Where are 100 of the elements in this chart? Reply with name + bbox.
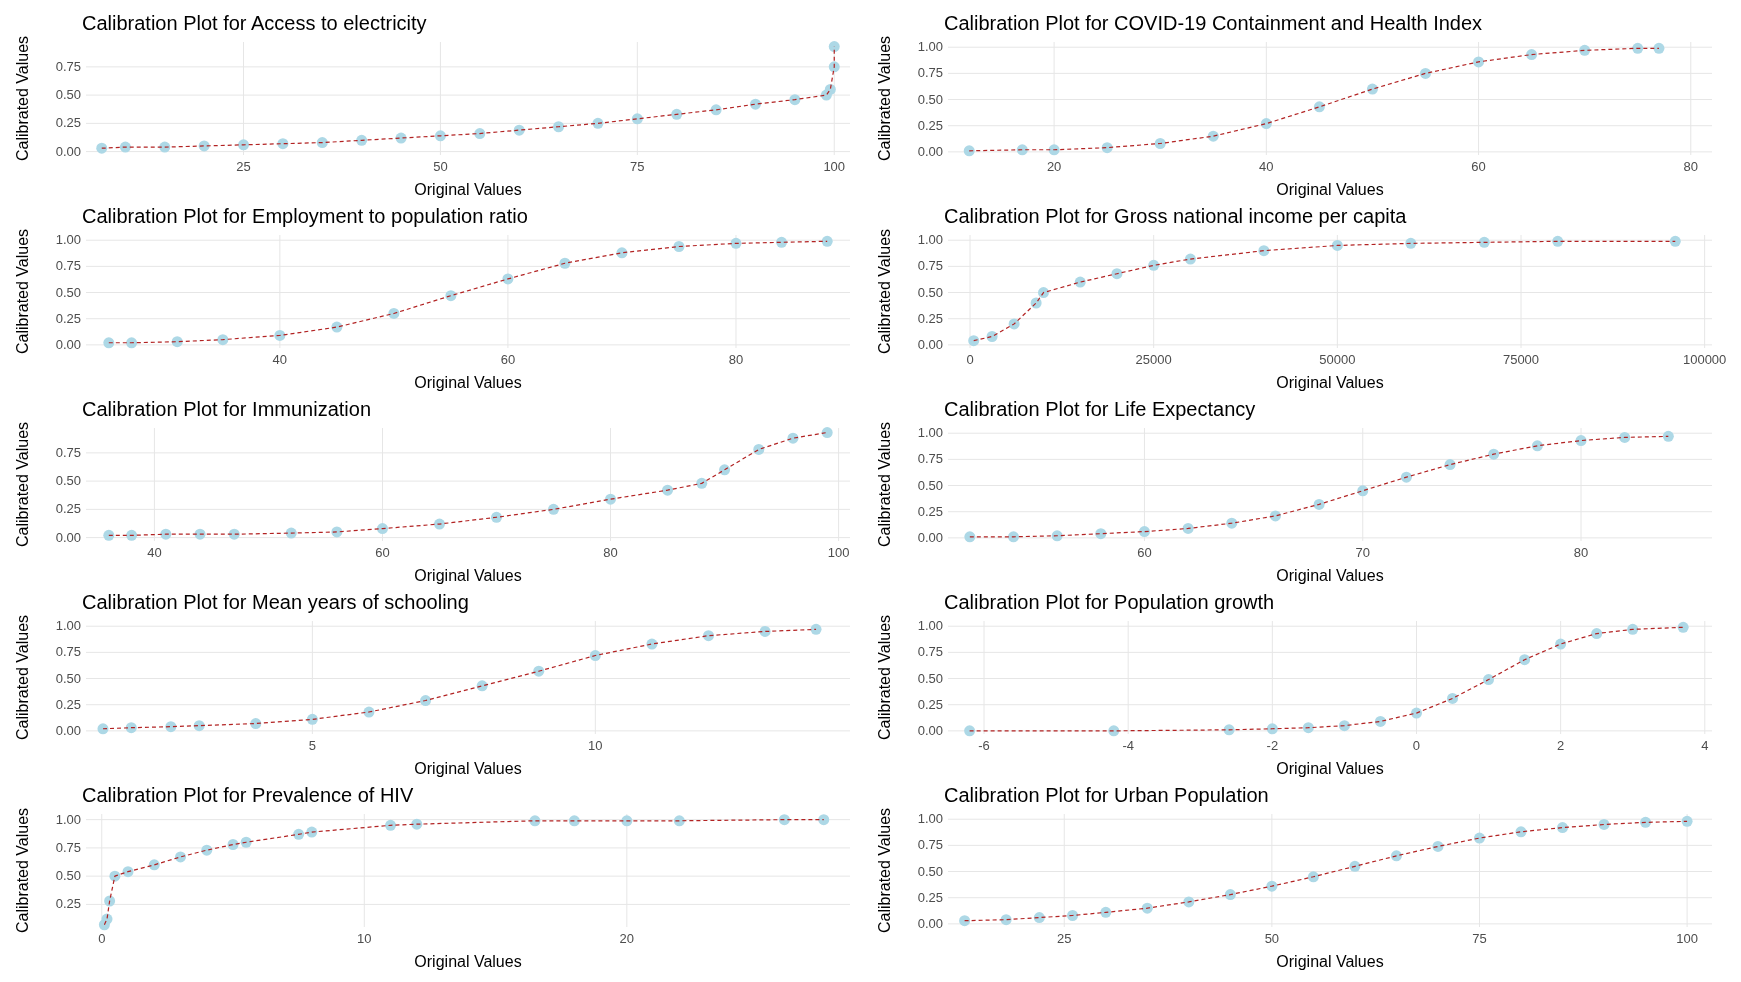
x-tick-label: -4: [1122, 738, 1134, 753]
y-tick-label: 0.75: [917, 644, 943, 660]
point: [1653, 42, 1665, 54]
point: [1483, 674, 1495, 686]
point: [1095, 528, 1107, 540]
y-axis-title: Calibrated Values: [876, 807, 893, 934]
y-tick-label: 0.00: [55, 143, 81, 159]
y-tick-label: 0.50: [55, 868, 81, 884]
x-tick-label: 10: [357, 931, 372, 946]
y-axis-title: Calibrated Values: [14, 421, 31, 548]
x-tick-label: 0: [98, 931, 106, 946]
x-tick-label: 75: [630, 159, 645, 174]
point: [1138, 526, 1150, 538]
point: [103, 529, 115, 541]
chart-title: Calibration Plot for Access to electricity: [82, 12, 427, 34]
y-axis-title: Calibrated Values: [14, 228, 31, 355]
x-tick-label: 100: [827, 545, 850, 560]
y-tick-label: 0.75: [917, 65, 943, 81]
point: [1307, 871, 1319, 883]
x-tick-label: 5: [308, 738, 316, 753]
point: [1154, 137, 1166, 149]
point: [821, 235, 833, 247]
point: [491, 511, 503, 523]
y-tick-label: 0.00: [917, 915, 943, 931]
point: [789, 94, 801, 106]
point: [1266, 723, 1278, 735]
x-tick-label: -2: [1266, 738, 1279, 753]
point: [968, 335, 980, 347]
point: [776, 236, 788, 248]
chart-title: Calibration Plot for Life Expectancy: [944, 398, 1256, 420]
x-axis-title: Original Values: [414, 374, 522, 391]
y-tick-label: 0.25: [917, 889, 943, 905]
point: [730, 237, 742, 249]
point: [1519, 654, 1531, 666]
x-tick-label: 25: [236, 159, 251, 174]
point: [1266, 880, 1278, 892]
point: [434, 130, 446, 142]
x-tick-label: 40: [1259, 159, 1274, 174]
y-tick-label: 0.00: [55, 722, 81, 738]
point: [376, 523, 388, 535]
chart-title: Calibration Plot for Population growth: [944, 591, 1275, 613]
y-axis-title: Calibrated Values: [876, 421, 893, 548]
point: [1681, 815, 1693, 827]
chart-title: Calibration Plot for Urban Population: [944, 784, 1269, 806]
point: [749, 98, 761, 110]
y-axis-title: Calibrated Values: [876, 614, 893, 741]
chart-title: Calibration Plot for Prevalence of HIV: [82, 784, 414, 806]
point: [1313, 498, 1325, 510]
point: [125, 722, 137, 734]
point: [964, 531, 976, 543]
y-tick-label: 1.00: [917, 425, 943, 441]
x-tick-label: 10: [588, 738, 603, 753]
y-tick-label: 0.75: [55, 444, 81, 460]
x-tick-label: 75000: [1502, 352, 1540, 367]
point: [193, 720, 205, 732]
point: [1141, 902, 1153, 914]
y-tick-label: 1.00: [917, 232, 943, 248]
y-tick-label: 0.75: [55, 258, 81, 274]
point: [1302, 722, 1314, 734]
y-axis-title: Calibrated Values: [876, 35, 893, 162]
point: [1420, 67, 1431, 79]
y-tick-label: 0.25: [917, 696, 943, 712]
x-tick-label: 80: [728, 352, 744, 367]
point: [1038, 287, 1049, 299]
x-tick-label: 100: [823, 159, 846, 174]
point: [1488, 448, 1500, 460]
point: [96, 142, 108, 154]
y-tick-label: 0.75: [55, 644, 81, 660]
y-tick-label: 0.25: [55, 310, 81, 326]
point: [238, 139, 250, 151]
point: [316, 137, 328, 149]
y-tick-label: 0.25: [917, 310, 943, 326]
chart-title: Calibration Plot for Mean years of schooling: [82, 591, 469, 613]
y-tick-label: 0.75: [55, 58, 81, 74]
x-axis-title: Original Values: [1276, 567, 1384, 584]
point: [1552, 235, 1564, 247]
y-axis-title: Calibrated Values: [14, 807, 31, 934]
x-axis-title: Original Values: [1276, 953, 1384, 970]
point: [1598, 818, 1610, 830]
point: [1007, 531, 1019, 543]
y-tick-label: 0.75: [917, 451, 943, 467]
point: [1627, 623, 1639, 635]
point: [1405, 237, 1417, 249]
y-tick-label: 0.00: [917, 143, 943, 159]
x-tick-label: 40: [272, 352, 288, 367]
x-axis-title: Original Values: [1276, 374, 1384, 391]
y-tick-label: 0.50: [55, 284, 81, 300]
x-tick-label: 40: [147, 545, 162, 560]
y-tick-label: 0.50: [917, 477, 943, 493]
point: [126, 529, 138, 541]
y-axis-title: Calibrated Values: [14, 35, 31, 162]
y-tick-label: 0.50: [917, 91, 943, 107]
point: [165, 721, 177, 733]
y-tick-label: 0.00: [55, 529, 81, 545]
chart-title: Calibration Plot for Employment to population ratio: [82, 205, 528, 227]
point: [673, 815, 685, 827]
y-tick-label: 1.00: [917, 39, 943, 55]
x-tick-label: 25000: [1135, 352, 1172, 367]
point: [1111, 268, 1123, 280]
point: [553, 121, 565, 133]
